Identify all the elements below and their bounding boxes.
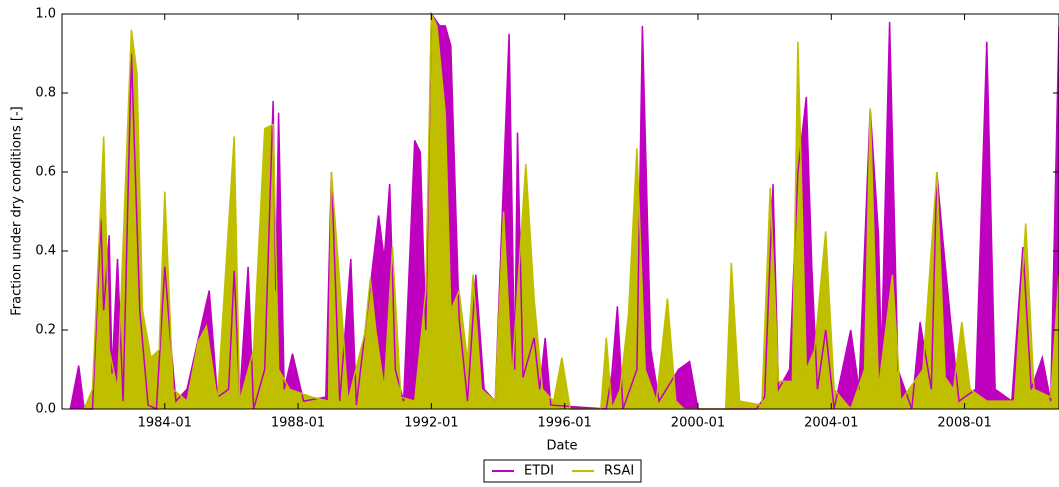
x-tick-label: 1992-01 xyxy=(404,416,458,431)
line xyxy=(83,13,1059,411)
legend-label: ETDI xyxy=(524,464,554,479)
x-tick-label: 1996-01 xyxy=(538,416,592,431)
legend-box xyxy=(483,459,642,483)
line xyxy=(69,11,1059,411)
y-tick-label: 0.6 xyxy=(35,165,56,180)
y-tick-label: 0.4 xyxy=(35,244,56,259)
x-tick-label: 1988-01 xyxy=(271,416,325,431)
plot-frame xyxy=(61,13,1059,410)
y-tick-label: 0.0 xyxy=(35,402,56,417)
y-tick-label: 0.8 xyxy=(35,86,56,101)
x-tick-label: 2008-01 xyxy=(937,416,991,431)
y-axis-label: Fraction under dry conditions [-] xyxy=(10,106,25,316)
y-tick-label: 1.0 xyxy=(35,7,56,22)
x-axis-label: Date xyxy=(546,439,577,454)
x-tick-label: 2004-01 xyxy=(804,416,858,431)
area xyxy=(70,14,1059,409)
legend-label: RSAI xyxy=(604,464,634,479)
area xyxy=(84,14,1059,409)
x-tick-label: 1984-01 xyxy=(138,416,192,431)
y-tick-label: 0.2 xyxy=(35,323,56,338)
x-tick-label: 2000-01 xyxy=(671,416,725,431)
